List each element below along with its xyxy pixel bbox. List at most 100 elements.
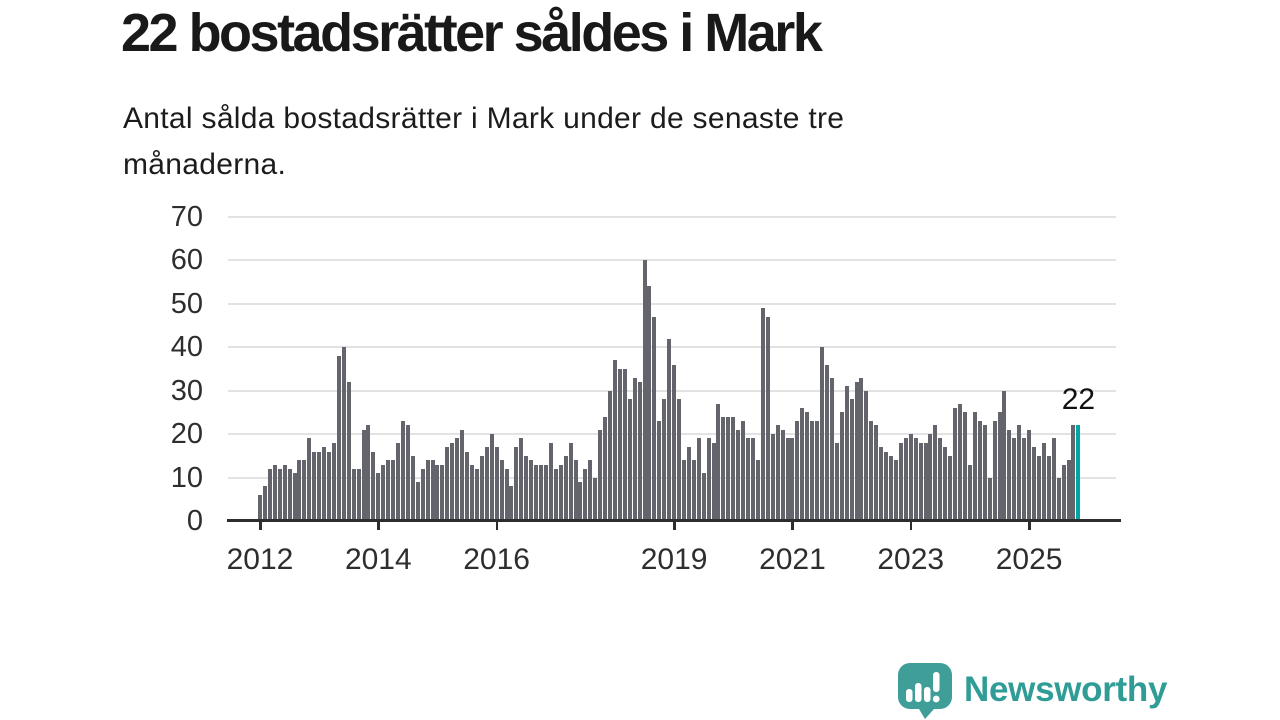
- bar: [440, 464, 445, 521]
- bar: [504, 468, 509, 521]
- bar: [612, 360, 617, 521]
- x-axis-tick-label: 2025: [995, 543, 1063, 576]
- bar: [987, 477, 992, 521]
- bar: [366, 425, 371, 521]
- bar: [381, 464, 386, 521]
- bar: [302, 460, 307, 521]
- bar: [435, 464, 440, 521]
- latest-value-label: 22: [1061, 383, 1096, 417]
- gridline: [228, 433, 1116, 436]
- bar: [307, 438, 312, 521]
- bar: [548, 442, 553, 521]
- bar: [647, 286, 652, 521]
- bar: [1022, 438, 1027, 521]
- bar: [489, 434, 494, 521]
- bar: [287, 468, 292, 521]
- bar: [297, 460, 302, 521]
- bar: [400, 421, 405, 521]
- bar: [997, 412, 1002, 521]
- bar: [691, 460, 696, 521]
- bar: [849, 399, 854, 521]
- bar: [667, 338, 672, 521]
- bar: [893, 460, 898, 521]
- y-axis-tick-label: 20: [170, 418, 203, 451]
- bar: [765, 316, 770, 521]
- y-axis-tick-label: 0: [186, 505, 203, 537]
- bar: [982, 425, 987, 521]
- bar: [282, 464, 287, 521]
- bar: [361, 429, 366, 521]
- chart-subtitle: Antal sålda bostadsrätter i Mark under d…: [123, 102, 845, 181]
- bar: [578, 481, 583, 521]
- bar: [622, 369, 627, 521]
- bar: [519, 438, 524, 521]
- bar: [1056, 477, 1061, 521]
- bar: [746, 438, 751, 521]
- bar: [859, 377, 864, 521]
- bar: [913, 438, 918, 521]
- x-axis-tick: [673, 522, 676, 530]
- bar: [820, 347, 825, 521]
- bar: [558, 464, 563, 521]
- bar: [598, 429, 603, 521]
- bar: [479, 455, 484, 521]
- bar: [706, 438, 711, 521]
- x-axis-tick-label: 2019: [640, 543, 708, 576]
- bar: [494, 447, 499, 521]
- bar: [1027, 429, 1032, 521]
- bar: [425, 460, 430, 521]
- bar: [854, 382, 859, 521]
- bar: [948, 455, 953, 521]
- bar: [716, 403, 721, 521]
- bar: [593, 477, 598, 521]
- bar: [563, 455, 568, 521]
- bar: [568, 442, 573, 521]
- bar: [534, 464, 539, 521]
- x-axis-tick: [259, 522, 262, 530]
- bar: [770, 434, 775, 521]
- bar: [780, 429, 785, 521]
- bar: [617, 369, 622, 521]
- bar: [696, 438, 701, 521]
- brand-footer: Newsworthy: [896, 660, 1167, 720]
- bar: [539, 464, 543, 521]
- gridline: [228, 259, 1116, 262]
- bar: [386, 460, 391, 521]
- bar: [701, 473, 706, 521]
- bar: [874, 425, 879, 521]
- x-axis-tick-label: 2016: [463, 543, 530, 576]
- bar: [277, 468, 282, 521]
- bar: [908, 434, 913, 521]
- bar: [632, 377, 637, 521]
- highlight-bar: [1076, 425, 1081, 521]
- bar: [889, 455, 894, 521]
- bar: [943, 447, 948, 521]
- bar: [1002, 390, 1007, 521]
- bar: [736, 429, 741, 521]
- bar: [553, 468, 558, 521]
- bar: [637, 382, 642, 521]
- gridline: [228, 389, 1116, 392]
- y-axis-tick-label: 70: [170, 201, 203, 233]
- bar: [331, 442, 336, 521]
- y-axis-tick-label: 10: [170, 461, 203, 494]
- bar: [1012, 438, 1017, 521]
- bar: [608, 390, 613, 521]
- bar: [312, 451, 317, 521]
- x-axis-tick: [791, 522, 794, 530]
- gridline: [228, 216, 1116, 218]
- bar: [469, 464, 474, 521]
- bar: [371, 451, 376, 521]
- bar: [731, 416, 736, 521]
- bar: [543, 464, 548, 521]
- bar: [465, 451, 470, 521]
- bar: [588, 460, 593, 521]
- bar: [1032, 447, 1036, 521]
- bar: [1071, 425, 1076, 521]
- bar: [583, 468, 588, 521]
- x-axis-tick-label: 2023: [877, 543, 945, 576]
- x-axis-tick-label: 2021: [759, 543, 826, 576]
- bar: [1007, 429, 1012, 521]
- bar: [415, 481, 420, 521]
